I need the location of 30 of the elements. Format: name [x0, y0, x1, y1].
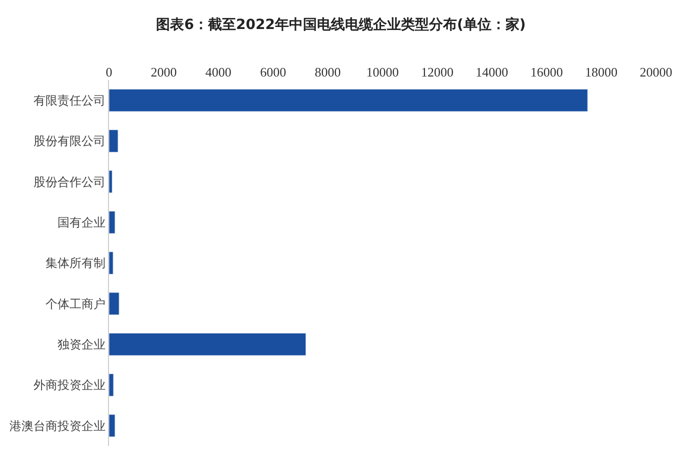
y-tick-label: 股份有限公司: [34, 134, 106, 148]
y-tick-label: 集体所有制: [46, 256, 106, 270]
y-tick-label: 港澳台商投资企业: [10, 418, 106, 433]
x-tick-label: 12000: [420, 64, 454, 80]
bar: [109, 252, 114, 274]
chart-title: 图表6：截至2022年中国电线电缆企业类型分布(单位：家): [156, 16, 526, 33]
bar: [109, 88, 588, 112]
x-tick-label: 0: [106, 64, 112, 80]
x-tick-label: 8000: [314, 64, 341, 80]
bar: [109, 414, 116, 438]
bar: [109, 130, 118, 152]
bar: [109, 292, 120, 316]
y-tick-label: 个体工商户: [46, 296, 106, 311]
x-tick-label: 6000: [260, 64, 286, 80]
y-tick-label: 有限责任公司: [34, 94, 106, 108]
x-tick-label: 14000: [476, 64, 508, 80]
y-tick-label: 外商投资企业: [34, 378, 106, 392]
x-tick-label: 2000: [150, 64, 177, 80]
bar: [109, 374, 114, 396]
y-tick-label: 股份合作公司: [34, 174, 106, 189]
x-tick-label: 4000: [205, 64, 232, 80]
y-tick-label: 独资企业: [58, 338, 106, 352]
bar: [109, 170, 112, 194]
y-tick-label: 国有企业: [58, 216, 106, 230]
bar: [109, 210, 116, 234]
x-tick-label: 18000: [585, 64, 618, 80]
bar: [109, 332, 306, 356]
x-tick-label: 10000: [366, 64, 399, 80]
x-tick-label: 20000: [640, 64, 672, 80]
x-tick-label: 16000: [530, 64, 563, 80]
